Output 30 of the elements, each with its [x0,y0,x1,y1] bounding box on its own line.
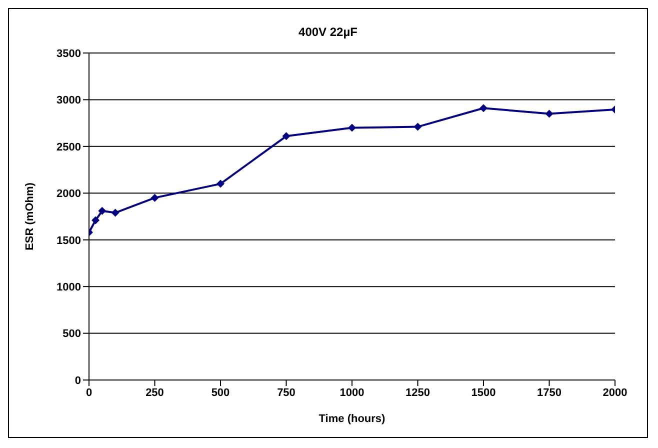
y-tick-label: 0 [74,374,81,387]
x-tick-label: 0 [86,386,92,399]
point [98,206,106,215]
point [480,104,488,112]
x-tick-label: 500 [211,386,230,399]
point [282,132,290,140]
x-tick-label: 1750 [537,386,562,399]
x-tick-label: 2000 [602,386,628,399]
point [92,216,100,224]
x-tick-label: 1250 [406,386,430,399]
x-tick-label: 750 [277,386,296,399]
y-tick-label: 500 [62,328,81,340]
y-tick-label: 3500 [56,48,81,60]
y-axis-title: ESR (mOhm) [24,182,36,250]
point [545,110,554,118]
chart-title: 400V 22µF [298,25,358,39]
x-axis-title: Time (hours) [318,413,386,425]
point [348,124,356,132]
point [111,208,120,217]
point [414,122,422,131]
x-tick-label: 250 [146,386,164,399]
point [216,180,224,188]
y-tick-label: 3000 [56,94,81,107]
point [150,194,159,202]
y-tick-label: 2500 [56,141,81,154]
x-tick-label: 1000 [340,386,364,399]
y-tick-label: 1500 [56,234,81,247]
x-tick-label: 1500 [471,386,496,399]
y-tick-label: 2000 [56,188,81,200]
y-tick-label: 1000 [56,281,81,294]
